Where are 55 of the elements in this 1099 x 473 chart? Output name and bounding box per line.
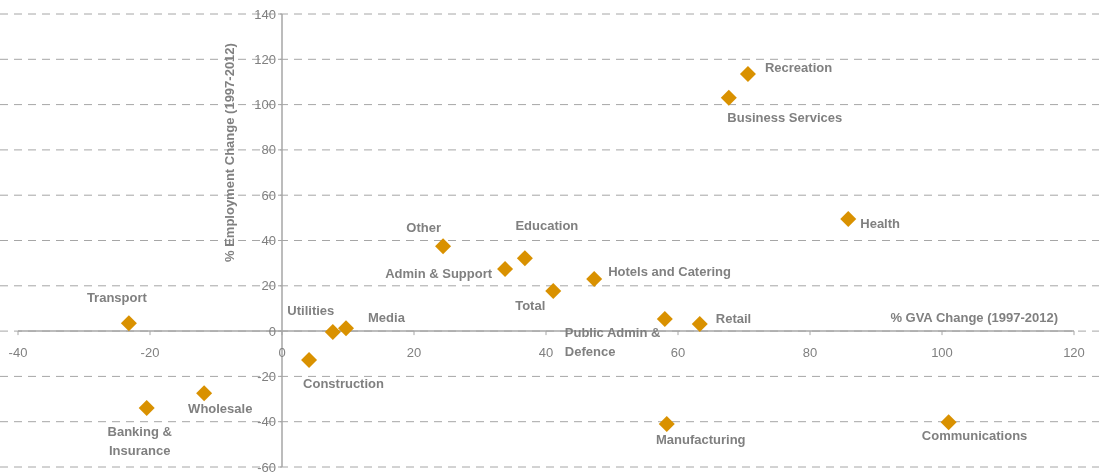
x-tick-label: 60 [670,345,686,361]
point [324,324,341,341]
y-tick-label: -60 [257,459,276,473]
point [840,210,857,227]
annotation: Wholesale [188,401,253,417]
point [739,66,756,83]
point [497,261,514,278]
x-tick-label: 120 [1063,345,1085,361]
y-tick-label: 40 [261,233,276,249]
annotation: Media [368,310,406,326]
x-tick-label: 20 [406,345,422,361]
point [120,315,137,332]
point [545,283,562,300]
y-tick-label: -20 [257,368,276,384]
x-tick-label: 100 [931,345,953,361]
point [586,271,603,288]
annotation: Business Services [727,109,843,125]
annotation: Education [515,218,579,234]
point [196,385,213,402]
x-axis-title: % GVA Change (1997-2012) [890,310,1058,326]
annotation: Hotels and Catering [608,264,732,280]
x-tick-label: 0 [278,345,286,361]
y-tick-label: 20 [261,278,276,294]
point [138,400,155,417]
annotation: Public Admin & Defence [564,325,661,360]
annotation: Retail [715,311,752,327]
point [301,352,318,369]
point [656,311,673,328]
annotation: Recreation [764,60,833,76]
x-tick-label: -20 [140,345,160,361]
point [658,415,675,432]
point [338,320,355,337]
annotation: Other [406,220,442,236]
x-tick-label: -40 [8,345,28,361]
annotation: Construction [303,376,384,392]
y-tick-label: 60 [261,187,276,203]
point [720,89,737,106]
x-tick-label: 40 [538,345,554,361]
annotation: Manufacturing [656,431,746,447]
point [435,238,452,255]
annotation: Transport [86,290,148,306]
y-tick-label: -40 [257,414,276,430]
point [940,414,957,431]
annotation: Total [515,298,546,314]
point [691,316,708,333]
point [516,250,533,267]
annotation: Health [860,215,901,231]
annotation: Banking & Insurance [107,424,172,459]
x-tick-label: 80 [802,345,818,361]
y-axis-title: % Employment Change (1997-2012) [222,43,237,262]
annotation: Utilities [287,303,335,319]
y-tick-label: 140 [254,6,276,22]
annotation: Admin & Support [385,266,493,282]
y-tick-label: 80 [261,142,276,158]
annotation: Communications [921,428,1028,444]
